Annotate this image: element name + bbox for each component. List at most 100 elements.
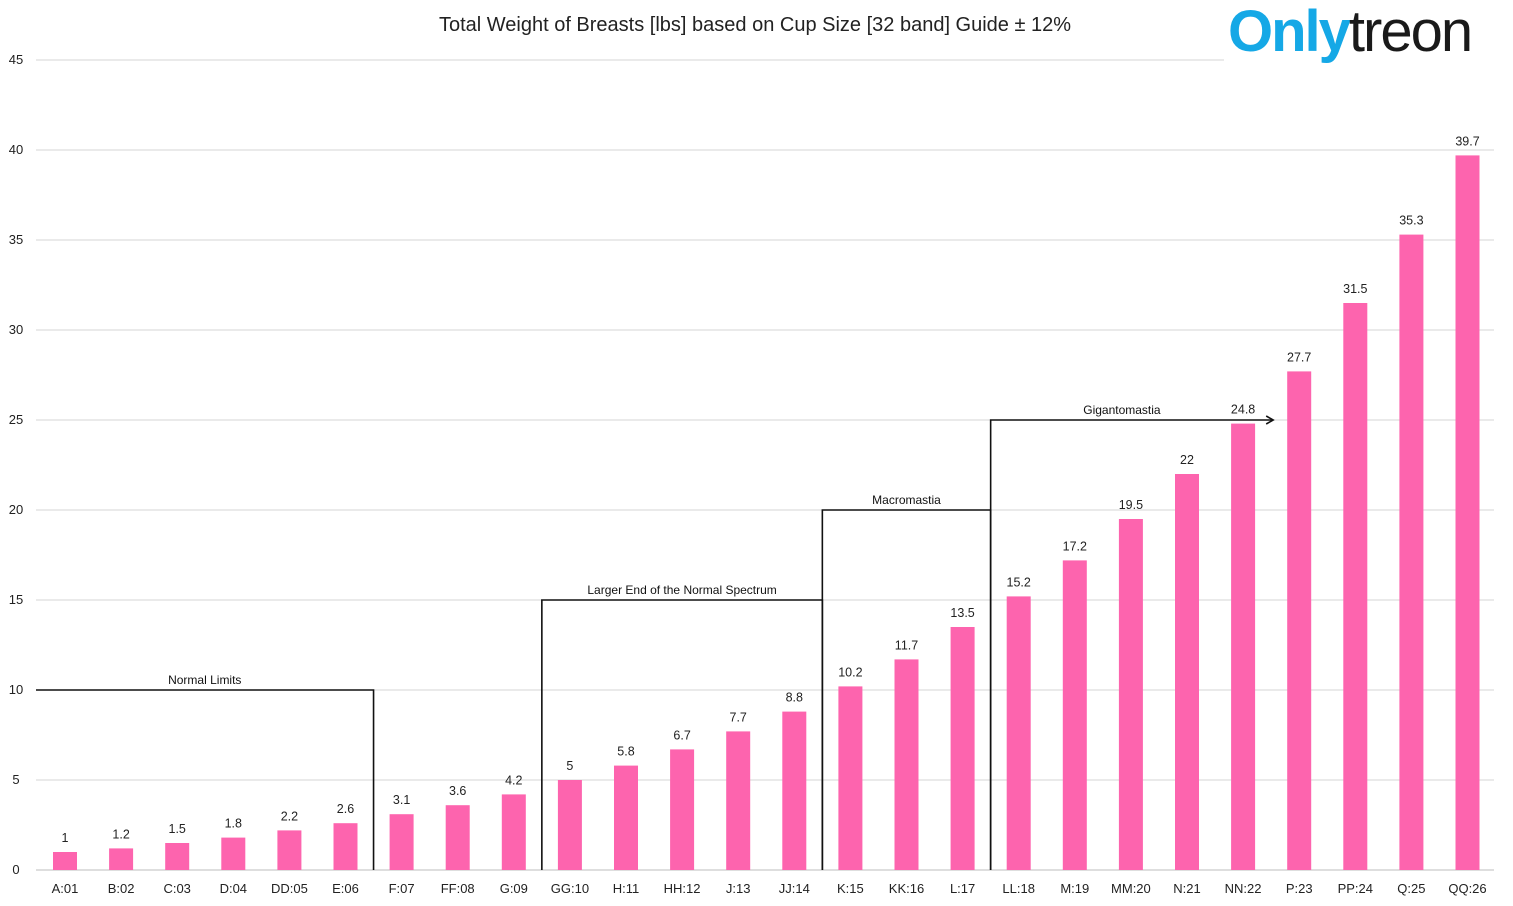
chart-title: Total Weight of Breasts [lbs] based on C… bbox=[438, 14, 1072, 36]
y-tick-label: 15 bbox=[9, 592, 23, 607]
bar bbox=[1343, 303, 1368, 870]
bar bbox=[165, 843, 190, 870]
x-tick-label: DD:05 bbox=[271, 881, 308, 896]
annotation-bracket bbox=[36, 689, 375, 870]
bar bbox=[221, 837, 246, 870]
y-tick-label: 0 bbox=[12, 862, 19, 877]
data-label: 15.2 bbox=[1007, 575, 1031, 589]
data-label: 22 bbox=[1180, 453, 1194, 467]
data-label: 13.5 bbox=[950, 606, 974, 620]
data-label: 2.2 bbox=[281, 809, 298, 823]
bar bbox=[1006, 596, 1031, 870]
bar bbox=[1455, 155, 1480, 870]
bar bbox=[726, 731, 751, 870]
data-label: 1.5 bbox=[169, 822, 186, 836]
bar bbox=[333, 823, 358, 870]
y-tick-label: 25 bbox=[9, 412, 23, 427]
x-tick-label: L:17 bbox=[950, 881, 975, 896]
data-label: 11.7 bbox=[895, 638, 918, 652]
data-label: 27.7 bbox=[1287, 350, 1311, 364]
x-tick-label: PP:24 bbox=[1338, 881, 1373, 896]
data-label: 1.2 bbox=[112, 827, 129, 841]
x-tick-label: G:09 bbox=[500, 881, 528, 896]
data-label: 10.2 bbox=[838, 665, 862, 679]
x-tick-label: F:07 bbox=[389, 881, 415, 896]
x-tick-label: QQ:26 bbox=[1448, 881, 1486, 896]
data-label: 39.7 bbox=[1455, 134, 1479, 148]
annotation-label: Larger End of the Normal Spectrum bbox=[587, 583, 776, 597]
x-tick-label: K:15 bbox=[837, 881, 864, 896]
y-tick-label: 45 bbox=[9, 52, 23, 67]
annotation-label: Normal Limits bbox=[168, 673, 241, 687]
x-tick-label: E:06 bbox=[332, 881, 359, 896]
x-tick-label: KK:16 bbox=[889, 881, 924, 896]
y-tick-label: 5 bbox=[12, 772, 19, 787]
x-tick-label: MM:20 bbox=[1111, 881, 1151, 896]
bar bbox=[894, 659, 919, 870]
data-label: 19.5 bbox=[1119, 498, 1143, 512]
data-label: 6.7 bbox=[673, 728, 690, 742]
x-tick-label: JJ:14 bbox=[779, 881, 810, 896]
bar bbox=[1399, 234, 1424, 871]
bar bbox=[782, 711, 807, 870]
data-label: 7.7 bbox=[730, 710, 747, 724]
bar bbox=[838, 686, 863, 870]
data-label: 5 bbox=[566, 759, 573, 773]
y-tick-label: 10 bbox=[9, 682, 23, 697]
watermark-part-2: treon bbox=[1348, 0, 1473, 64]
watermark-logo: Onlytreon bbox=[1228, 0, 1473, 65]
data-label: 35.3 bbox=[1399, 214, 1423, 228]
x-tick-label: C:03 bbox=[163, 881, 190, 896]
data-label: 2.6 bbox=[337, 802, 354, 816]
bar bbox=[614, 765, 638, 870]
y-axis-ticks: 0 5 10 15 20 25 30 35 40 45 bbox=[9, 52, 23, 877]
x-axis-ticks: A:01 B:02 C:03 D:04 DD:05 E:06 F:07 FF:08 G:09 GG… bbox=[52, 881, 1487, 896]
bar bbox=[445, 805, 470, 870]
data-label: 31.5 bbox=[1343, 282, 1367, 296]
x-tick-label: D:04 bbox=[220, 881, 247, 896]
x-tick-label: FF:08 bbox=[441, 881, 475, 896]
data-labels: 1 1.2 1.5 1.8 2.2 2.6 3.1 3.6 4.2 5 5.8 6.7 7.7 8.8 10… bbox=[62, 134, 1480, 845]
x-tick-label: A:01 bbox=[52, 881, 79, 896]
y-tick-label: 20 bbox=[9, 502, 23, 517]
bars bbox=[53, 155, 1480, 871]
x-tick-label: P:23 bbox=[1286, 881, 1313, 896]
bar bbox=[53, 852, 77, 870]
x-tick-label: NN:22 bbox=[1225, 881, 1262, 896]
data-label: 4.2 bbox=[505, 773, 522, 787]
bar bbox=[1062, 560, 1087, 870]
annotation-bracket bbox=[989, 415, 1275, 870]
x-tick-label: J:13 bbox=[726, 881, 751, 896]
annotation-label: Macromastia bbox=[872, 493, 941, 507]
data-label: 5.8 bbox=[617, 745, 634, 759]
x-tick-label: B:02 bbox=[108, 881, 135, 896]
annotation-label: Gigantomastia bbox=[1083, 403, 1161, 417]
x-tick-label: Q:25 bbox=[1397, 881, 1425, 896]
bar bbox=[1118, 519, 1143, 870]
watermark-part-1: Only bbox=[1228, 0, 1351, 64]
bar bbox=[670, 749, 695, 870]
bar bbox=[1287, 371, 1312, 870]
bar bbox=[1231, 423, 1256, 870]
data-label: 24.8 bbox=[1231, 403, 1255, 417]
data-label: 17.2 bbox=[1063, 539, 1087, 553]
bar bbox=[950, 627, 975, 870]
data-label: 3.1 bbox=[393, 793, 410, 807]
data-label: 8.8 bbox=[786, 691, 803, 705]
x-tick-label: M:19 bbox=[1060, 881, 1089, 896]
y-tick-label: 40 bbox=[9, 142, 23, 157]
y-tick-label: 35 bbox=[9, 232, 23, 247]
x-tick-label: HH:12 bbox=[664, 881, 701, 896]
gridlines bbox=[36, 59, 1494, 871]
data-label: 1.8 bbox=[225, 817, 242, 831]
bar bbox=[277, 830, 302, 870]
bar bbox=[1175, 474, 1199, 870]
x-tick-label: GG:10 bbox=[551, 881, 589, 896]
annotations: Normal Limits Larger End of the Normal Sp… bbox=[36, 403, 1275, 870]
x-tick-label: N:21 bbox=[1173, 881, 1200, 896]
bar bbox=[109, 848, 134, 870]
bar bbox=[389, 814, 414, 870]
x-tick-label: LL:18 bbox=[1002, 881, 1035, 896]
bar bbox=[557, 780, 582, 870]
